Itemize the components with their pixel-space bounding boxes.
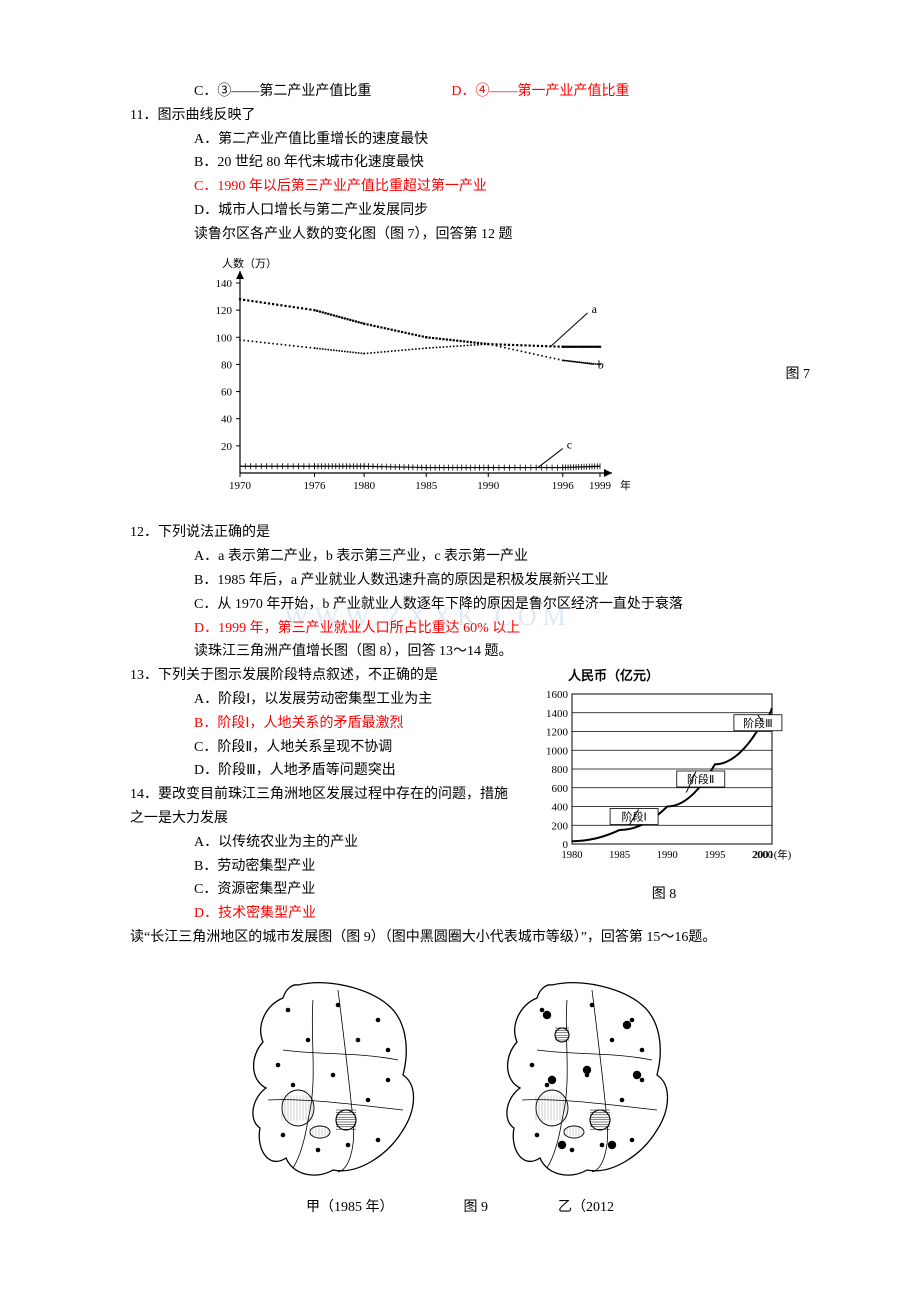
figure-8: 人民币（亿元）020040060080010001200140016001980… bbox=[534, 664, 794, 907]
fig8-label: 图 8 bbox=[534, 883, 794, 907]
figure-7: 20 40 60 80 100 120 140 1970 1976 1980 1985 1990 199… bbox=[190, 253, 790, 512]
q14-opt-a: A．以传统农业为主的产业 bbox=[194, 831, 520, 855]
svg-text:阶段Ⅲ: 阶段Ⅲ bbox=[743, 716, 773, 730]
fig9-label: 图 9 bbox=[464, 1196, 489, 1220]
q13-opt-c: C．阶段Ⅱ，人地关系呈现不协调 bbox=[194, 736, 520, 760]
fig8-lead: 读珠江三角洲产值增长图（图 8），回答 13～14 题。 bbox=[194, 640, 790, 664]
svg-text:1000: 1000 bbox=[546, 745, 569, 757]
q12-opt-b: B．1985 年后，a 产业就业人数迅速升高的原因是积极发展新兴工业 bbox=[194, 569, 790, 593]
q10-opt-c: C．③——第二产业产值比重 bbox=[194, 80, 371, 104]
svg-text:a: a bbox=[592, 301, 598, 315]
svg-text:2001(年): 2001(年) bbox=[753, 848, 792, 861]
svg-text:年: 年 bbox=[620, 478, 630, 492]
svg-text:40: 40 bbox=[221, 413, 233, 425]
svg-text:1976: 1976 bbox=[303, 480, 326, 492]
svg-text:600: 600 bbox=[552, 783, 569, 795]
fig7-lead: 读鲁尔区各产业人数的变化图（图 7），回答第 12 题 bbox=[194, 223, 790, 247]
figure-9: 甲（1985 年） 图 9 乙（2012 bbox=[130, 970, 790, 1220]
q10-options: C．③——第二产业产值比重 D．④——第一产业产值比重 bbox=[130, 80, 790, 104]
svg-text:1600: 1600 bbox=[546, 689, 569, 701]
svg-text:c: c bbox=[567, 437, 572, 451]
q15-lead: 读“长江三角洲地区的城市发展图（图 9）（图中黑圆圈大小代表城市等级）”，回答第… bbox=[130, 926, 790, 950]
svg-text:1980: 1980 bbox=[353, 480, 376, 492]
svg-text:1985: 1985 bbox=[609, 850, 630, 861]
q12-opt-c: C．从 1970 年开始，b 产业就业人数逐年下降的原因是鲁尔区经济一直处于衰落 bbox=[194, 597, 683, 612]
svg-text:80: 80 bbox=[221, 359, 233, 371]
svg-text:200: 200 bbox=[552, 820, 569, 832]
q13-opt-b: B．阶段Ⅰ，人地关系的矛盾最激烈 bbox=[194, 712, 520, 736]
svg-text:人数（万）: 人数（万） bbox=[222, 257, 277, 270]
q14-opt-b: B．劳动密集型产业 bbox=[194, 855, 520, 879]
fig9-map-left bbox=[238, 970, 428, 1190]
svg-text:1200: 1200 bbox=[546, 727, 569, 739]
svg-text:140: 140 bbox=[216, 278, 233, 290]
svg-text:120: 120 bbox=[216, 305, 233, 317]
svg-text:1400: 1400 bbox=[546, 708, 569, 720]
q11-opt-b: B．20 世纪 80 年代末城市化速度最快 bbox=[194, 151, 790, 175]
svg-text:60: 60 bbox=[221, 386, 233, 398]
q12-opt-a: A．a 表示第二产业，b 表示第三产业，c 表示第一产业 bbox=[194, 545, 790, 569]
svg-text:1970: 1970 bbox=[229, 480, 252, 492]
svg-text:1990: 1990 bbox=[657, 850, 678, 861]
svg-text:1990: 1990 bbox=[477, 480, 500, 492]
svg-text:阶段Ⅱ: 阶段Ⅱ bbox=[687, 772, 714, 786]
q13-opt-d: D．阶段Ⅲ，人地矛盾等问题突出 bbox=[194, 759, 520, 783]
svg-text:1999: 1999 bbox=[589, 480, 612, 492]
svg-text:100: 100 bbox=[216, 332, 233, 344]
q11-stem: 11．图示曲线反映了 bbox=[130, 104, 790, 128]
q12-stem: 12．下列说法正确的是 bbox=[130, 521, 790, 545]
fig9-left-caption: 甲（1985 年） bbox=[306, 1196, 394, 1220]
fig9-map-right bbox=[492, 970, 682, 1190]
q12-opt-c-wrap: WWW.ZXXK.COM C．从 1970 年开始，b 产业就业人数逐年下降的原… bbox=[194, 593, 790, 617]
svg-text:800: 800 bbox=[552, 764, 569, 776]
q13-opt-a: A．阶段Ⅰ，以发展劳动密集型工业为主 bbox=[194, 688, 520, 712]
svg-text:人民币（亿元）: 人民币（亿元） bbox=[568, 668, 659, 683]
q11-opt-d: D．城市人口增长与第二产业发展同步 bbox=[194, 199, 790, 223]
svg-text:1996: 1996 bbox=[552, 480, 575, 492]
svg-text:1985: 1985 bbox=[415, 480, 438, 492]
q14-stem: 14．要改变目前珠江三角洲地区发展过程中存在的问题，措施之一是大力发展 bbox=[130, 783, 520, 831]
svg-text:400: 400 bbox=[552, 802, 569, 814]
fig9-right-caption: 乙（2012 bbox=[558, 1196, 614, 1220]
q11-opt-c: C．1990 年以后第三产业产值比重超过第一产业 bbox=[194, 175, 790, 199]
q14-opt-c: C．资源密集型产业 bbox=[194, 878, 520, 902]
fig7-chart: 20 40 60 80 100 120 140 1970 1976 1980 1985 1990 199… bbox=[190, 253, 630, 503]
q11-opt-a: A．第二产业产值比重增长的速度最快 bbox=[194, 128, 790, 152]
fig7-label: 图 7 bbox=[786, 363, 811, 387]
q12-opt-d: D．1999 年，第三产业就业人口所占比重达 60% 以上 bbox=[194, 617, 790, 641]
svg-text:b: b bbox=[598, 357, 604, 371]
q13-stem: 13．下列关于图示发展阶段特点叙述，不正确的是 bbox=[130, 664, 520, 688]
svg-text:20: 20 bbox=[221, 440, 233, 452]
q14-opt-d: D．技术密集型产业 bbox=[194, 902, 520, 926]
q10-opt-d: D．④——第一产业产值比重 bbox=[451, 80, 629, 104]
svg-text:1980: 1980 bbox=[562, 850, 583, 861]
fig8-chart: 人民币（亿元）020040060080010001200140016001980… bbox=[534, 664, 794, 874]
svg-text:1995: 1995 bbox=[704, 850, 725, 861]
